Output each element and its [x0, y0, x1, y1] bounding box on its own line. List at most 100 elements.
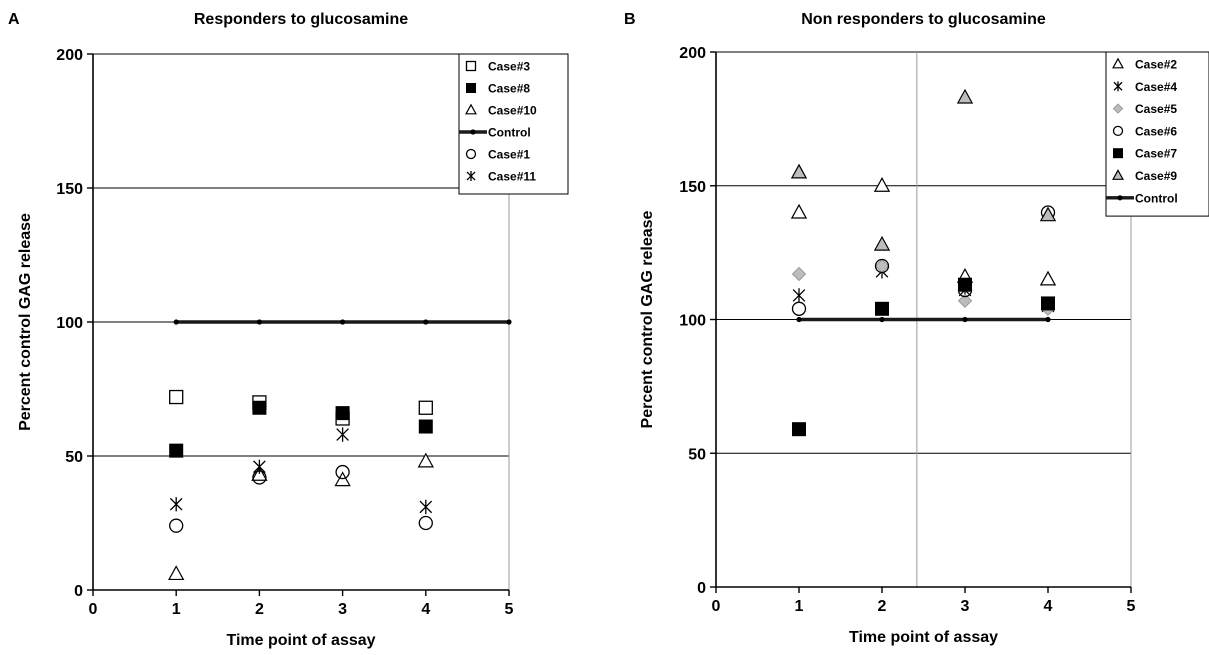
series-case-7: [792, 277, 1055, 437]
legend-entry-label: Control: [1135, 191, 1178, 205]
series-case-8: [169, 400, 433, 458]
control-point: [340, 319, 346, 325]
y-tick-label: 50: [688, 446, 706, 463]
series-case-2: [790, 177, 1057, 286]
data-point-case-11: [419, 499, 433, 515]
y-tick-label: 150: [679, 179, 706, 196]
chart-panel-non-responders: Non responders to glucosamine05010015020…: [639, 11, 1209, 646]
x-axis-label: Time point of assay: [849, 629, 998, 646]
legend-swatch-case-9: [1112, 169, 1124, 180]
x-tick-label: 5: [1127, 598, 1136, 615]
chart-title: Non responders to glucosamine: [801, 11, 1046, 28]
legend-box: [458, 53, 569, 195]
data-point-case-11: [336, 427, 349, 442]
legend-swatch-case-4: [1113, 81, 1123, 92]
legend-entry-label: Case#10: [488, 104, 537, 118]
data-point-case-3: [169, 389, 184, 405]
legend-entry-label: Case#2: [1135, 58, 1177, 72]
x-tick-label: 0: [712, 598, 721, 615]
data-point-case-1: [169, 518, 184, 533]
control-point: [1045, 316, 1051, 323]
chart-panel-responders: Responders to glucosamine 0 50 100 150 200 0 1 2…: [17, 11, 569, 649]
data-point-case-10: [417, 452, 434, 468]
data-point-case-9: [1039, 206, 1057, 222]
legend-swatch-dot: [1117, 195, 1123, 201]
series-case-9: [790, 88, 1057, 251]
series-case-10: [168, 452, 434, 581]
data-point-case-2: [873, 177, 891, 192]
legend-entry-label: Case#7: [1135, 147, 1177, 161]
legend-entry-label: Case#9: [1135, 169, 1177, 183]
x-tick-label: 3: [338, 601, 347, 618]
legend-entry-label: Case#4: [1135, 80, 1177, 94]
legend-swatch-case-8: [466, 83, 476, 93]
series-control: [796, 316, 1051, 323]
control-point: [256, 319, 262, 325]
series-case-4: [792, 264, 1055, 314]
legend-entry-label: Case#11: [488, 170, 536, 184]
data-point-case-7: [1041, 296, 1055, 311]
data-point-case-2: [1039, 270, 1057, 286]
y-tick-label: 200: [679, 45, 706, 62]
series-control: [173, 319, 512, 325]
panel-letter-a: A: [8, 11, 20, 28]
x-tick-label: 1: [172, 601, 181, 618]
panel-letter-b: B: [624, 11, 636, 28]
legend-swatch-dot: [470, 129, 476, 135]
series-case-5: [791, 258, 1056, 317]
y-tick-label: 0: [74, 583, 83, 600]
data-point-case-8: [335, 406, 350, 421]
data-point-case-11: [169, 497, 183, 512]
legend-swatch-case-2: [1112, 57, 1124, 69]
data-point-case-7: [958, 277, 972, 292]
x-tick-label: 4: [1044, 598, 1053, 615]
data-point-case-5: [957, 293, 973, 308]
legend-swatch-case-6: [1112, 125, 1124, 137]
data-point-case-10: [168, 565, 185, 581]
control-point: [506, 319, 512, 325]
series-case-6: [791, 205, 1056, 316]
data-point-case-1: [418, 515, 433, 531]
control-point: [796, 316, 802, 323]
y-tick-label: 0: [697, 580, 706, 597]
data-point-case-9: [956, 88, 974, 104]
chart-title: Responders to glucosamine: [194, 11, 408, 28]
data-point-case-1: [335, 464, 350, 480]
data-point-case-6: [874, 258, 890, 274]
x-axis-label: Time point of assay: [226, 632, 375, 649]
x-tick-label: 2: [878, 598, 887, 615]
data-point-case-6: [791, 301, 807, 316]
legend-swatch-case-7: [1113, 148, 1123, 159]
control-point: [423, 319, 429, 325]
legend-entry-label: Case#6: [1135, 124, 1177, 138]
legend: Case#3 Case#8 Case#10 Control Case#1 Case#11: [458, 53, 569, 195]
legend-entry-label: Case#3: [488, 60, 530, 74]
data-point-case-9: [790, 163, 808, 179]
series-case-11: [169, 427, 433, 515]
control-point: [962, 316, 968, 323]
y-axis-label: Percent control GAG release: [639, 210, 656, 428]
data-point-case-9: [873, 235, 891, 251]
data-point-case-8: [252, 400, 267, 415]
data-point-case-7: [792, 422, 806, 437]
control-point: [173, 319, 179, 325]
legend-entry-label: Case#1: [488, 148, 530, 162]
legend-swatch-case-3: [465, 60, 477, 72]
data-point-case-5: [791, 266, 807, 282]
y-tick-label: 100: [679, 313, 706, 330]
x-tick-label: 4: [421, 601, 430, 618]
y-tick-label: 50: [65, 449, 83, 466]
x-tick-label: 1: [795, 598, 804, 615]
legend-swatch-case-5: [1112, 103, 1124, 114]
series-case-1: [169, 464, 433, 533]
y-tick-label: 100: [56, 315, 83, 332]
legend-swatch-case-11: [466, 171, 476, 181]
legend: Case#2 Case#4 Case#5 Case#6 Case#7 Case#9 Cont…: [1105, 51, 1209, 217]
y-axis-label: Percent control GAG release: [17, 213, 34, 431]
x-tick-label: 5: [505, 601, 514, 618]
series-case-3: [169, 389, 433, 426]
y-tick-label: 150: [56, 181, 83, 198]
legend-swatch-case-1: [465, 148, 477, 160]
legend-entry-label: Case#8: [488, 82, 530, 96]
legend-entry-label: Case#5: [1135, 102, 1177, 116]
